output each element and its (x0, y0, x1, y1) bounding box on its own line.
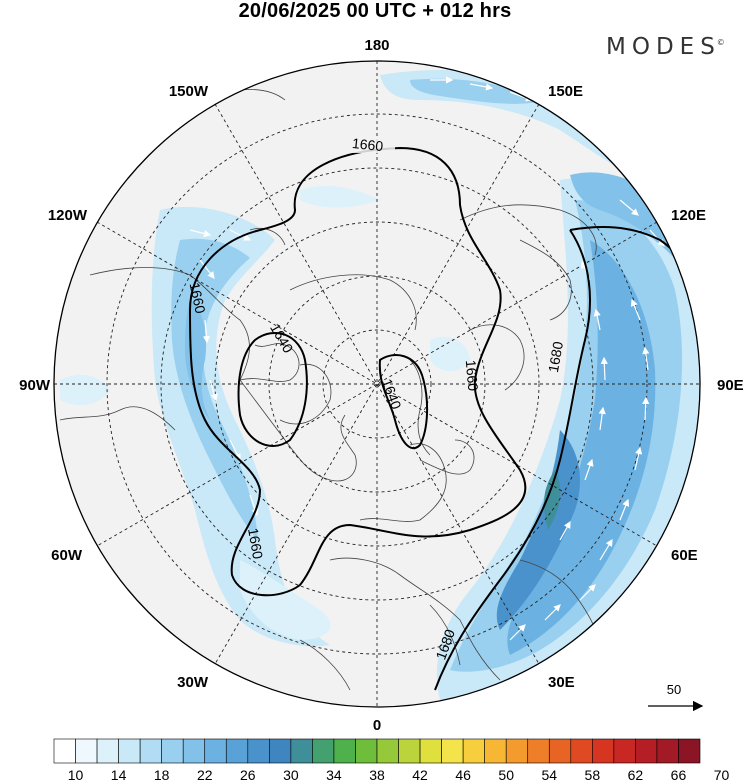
colorbar-swatch (182, 738, 206, 764)
colorbar-label: 46 (455, 767, 471, 782)
contour-label: 1660 (245, 527, 266, 561)
contour-label: 1660 (463, 359, 482, 392)
height-contours (188, 146, 686, 691)
colorbar-label: 70 (714, 767, 730, 782)
colorbar-swatch (225, 738, 249, 764)
colorbar-swatch (527, 738, 550, 764)
colorbar-label: 18 (154, 767, 170, 782)
colorbar-swatch (204, 738, 227, 764)
colorbar-swatch (570, 738, 593, 764)
map-title: 20/06/2025 00 UTC + 012 hrs (238, 0, 512, 22)
contour-label: 1660 (187, 281, 209, 315)
lon-label-60e: 60E (671, 547, 698, 564)
colorbar-label: 14 (111, 767, 127, 782)
colorbar-swatch (613, 738, 636, 764)
colorbar-swatch (269, 738, 292, 764)
lon-label-150e: 150E (548, 83, 583, 100)
lon-label-30w: 30W (177, 674, 209, 691)
lon-label-150w: 150W (169, 83, 209, 100)
lon-label-30e: 30E (548, 674, 575, 691)
lon-label-0: 0 (373, 717, 381, 734)
colorbar-label: 62 (628, 767, 644, 782)
colorbar-swatch (441, 738, 464, 764)
colorbar-swatch (678, 738, 701, 764)
longitude-labels: 180 0 90W 90E 150W 150E 120W 120E 60W 60… (19, 37, 744, 734)
wind-reference-value: 50 (667, 682, 681, 697)
colorbar-swatch (161, 738, 184, 764)
colorbar-label: 30 (283, 767, 299, 782)
colorbar-swatch (635, 738, 658, 764)
colorbar-label: 42 (412, 767, 428, 782)
contour-1660-outer (188, 146, 527, 597)
colorbar-swatch (376, 738, 399, 764)
colorbar-swatch (592, 738, 615, 764)
contour-1680-right-low (434, 229, 591, 691)
colorbar-swatch (505, 738, 529, 764)
brand-name: MODES (606, 34, 721, 60)
contour-1640-center (378, 354, 429, 450)
lon-label-180: 180 (364, 37, 389, 54)
wind-reference: 50 (648, 682, 704, 712)
colorbar-label: 54 (541, 767, 557, 782)
colorbar-label: 50 (498, 767, 514, 782)
colorbar-swatch (398, 738, 421, 764)
lon-label-60w: 60W (51, 547, 83, 564)
map-field (54, 61, 700, 707)
map-boundary (53, 60, 701, 708)
lon-label-90e: 90E (717, 377, 744, 394)
copyright-mark: © (716, 38, 725, 47)
lon-label-90w: 90W (19, 377, 51, 394)
colorbar-label: 38 (369, 767, 385, 782)
colorbar-swatch (53, 738, 76, 764)
colorbar-swatch (656, 738, 679, 764)
lon-label-120w: 120W (48, 207, 88, 224)
graticule (54, 61, 700, 707)
contour-1640-left (237, 331, 308, 447)
colorbar-swatch (484, 738, 507, 764)
contour-label: 1660 (351, 135, 384, 154)
colorbar-label: 10 (68, 767, 84, 782)
colorbar-swatch (96, 738, 119, 764)
colorbar-swatch (548, 738, 572, 764)
colorbar-swatch (139, 738, 162, 764)
colorbar-label: 66 (671, 767, 687, 782)
colorbar-swatch (312, 738, 335, 764)
colorbar-swatch (118, 738, 141, 764)
colorbar-swatch (290, 738, 313, 764)
colorbar-swatch (419, 738, 442, 764)
colorbar-swatch (333, 738, 356, 764)
colorbar-swatch (247, 738, 270, 764)
modes-logo: MODES© (606, 34, 729, 60)
colorbar: 10 14 18 22 26 30 34 38 42 46 50 54 58 62 66 70 (53, 738, 730, 782)
colorbar-label: 58 (585, 767, 601, 782)
colorbar-swatch (75, 738, 98, 764)
colorbar-swatch (355, 738, 378, 764)
contour-label: 1680 (545, 340, 566, 374)
colorbar-label: 26 (240, 767, 256, 782)
lon-label-120e: 120E (671, 207, 706, 224)
colorbar-label: 34 (326, 767, 342, 782)
colorbar-label: 22 (197, 767, 213, 782)
colorbar-swatch (462, 738, 485, 764)
